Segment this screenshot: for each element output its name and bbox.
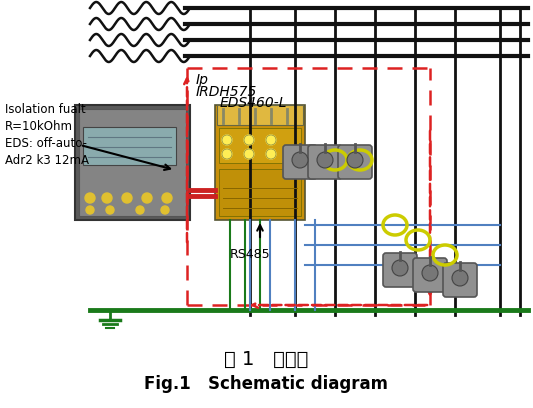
Circle shape (162, 193, 172, 203)
Circle shape (222, 135, 232, 145)
Circle shape (422, 265, 438, 281)
Circle shape (86, 206, 94, 214)
FancyBboxPatch shape (217, 105, 303, 125)
FancyBboxPatch shape (215, 105, 305, 220)
Text: Fig.1   Schematic diagram: Fig.1 Schematic diagram (144, 375, 388, 393)
FancyBboxPatch shape (75, 105, 190, 220)
Circle shape (102, 193, 112, 203)
Circle shape (317, 152, 333, 168)
Text: EDS460-L: EDS460-L (220, 96, 287, 110)
Circle shape (142, 193, 152, 203)
Circle shape (85, 193, 95, 203)
FancyBboxPatch shape (83, 127, 176, 165)
Circle shape (136, 206, 144, 214)
Text: Ip: Ip (196, 73, 209, 87)
FancyBboxPatch shape (219, 128, 301, 163)
FancyBboxPatch shape (219, 169, 301, 216)
FancyBboxPatch shape (383, 253, 417, 287)
Circle shape (266, 149, 276, 159)
Text: 图 1   原理图: 图 1 原理图 (224, 350, 308, 369)
Circle shape (392, 260, 408, 276)
Text: IRDH575: IRDH575 (196, 85, 257, 99)
Circle shape (161, 206, 169, 214)
Circle shape (244, 135, 254, 145)
FancyBboxPatch shape (79, 109, 186, 216)
Text: RS485: RS485 (230, 248, 271, 261)
Text: Isolation fualt
R=10kOhm
EDS: off-auto-
Adr2 k3 12mA: Isolation fualt R=10kOhm EDS: off-auto- … (5, 103, 89, 167)
FancyBboxPatch shape (338, 145, 372, 179)
Circle shape (292, 152, 308, 168)
Circle shape (106, 206, 114, 214)
Circle shape (347, 152, 363, 168)
Circle shape (452, 270, 468, 286)
Circle shape (266, 135, 276, 145)
FancyBboxPatch shape (308, 145, 342, 179)
FancyBboxPatch shape (443, 263, 477, 297)
Circle shape (122, 193, 132, 203)
FancyBboxPatch shape (283, 145, 317, 179)
Circle shape (244, 149, 254, 159)
Circle shape (222, 149, 232, 159)
FancyBboxPatch shape (413, 258, 447, 292)
